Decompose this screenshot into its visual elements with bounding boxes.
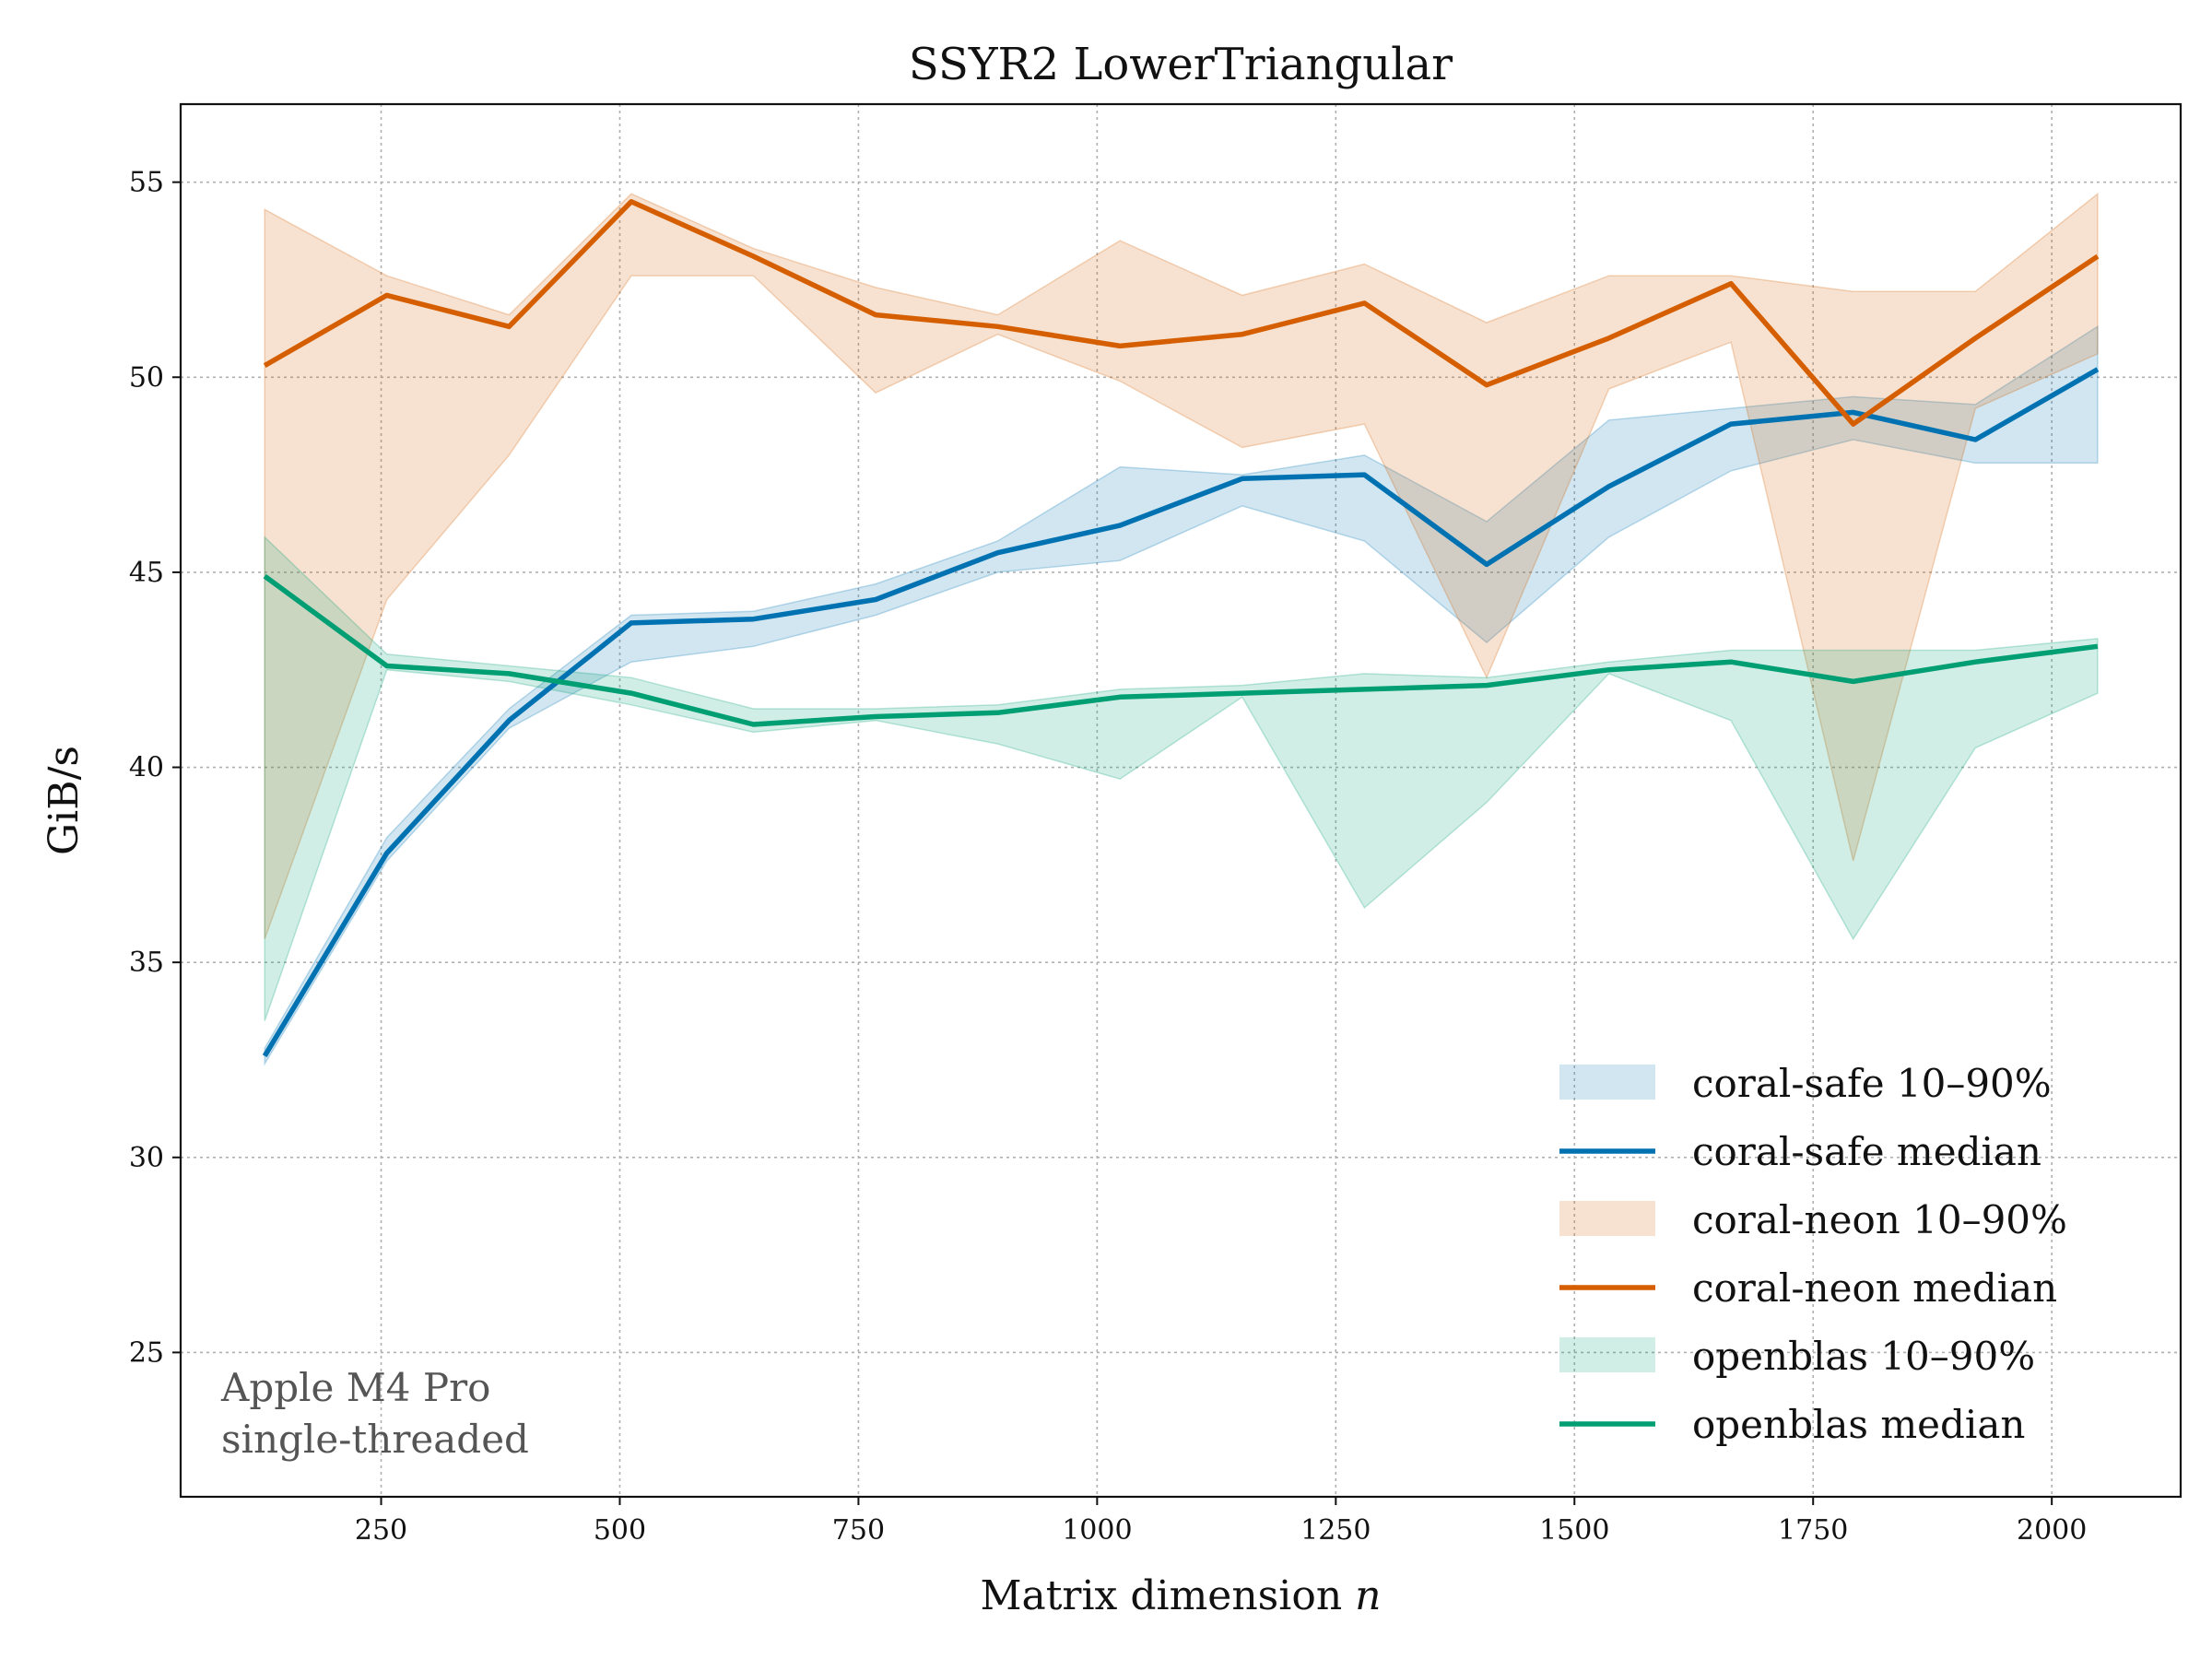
legend-line-label: coral-safe median bbox=[1692, 1129, 2041, 1174]
percentile-band bbox=[264, 535, 2099, 1021]
legend-band-label: openblas 10–90% bbox=[1692, 1334, 2035, 1379]
x-axis-label: Matrix dimension n bbox=[980, 1572, 1381, 1619]
annotation-line-1: Apple M4 Pro bbox=[220, 1365, 490, 1410]
legend-band-label: coral-neon 10–90% bbox=[1692, 1197, 2067, 1242]
x-tick-label: 750 bbox=[832, 1514, 885, 1547]
y-tick-label: 55 bbox=[129, 167, 164, 199]
x-tick-label: 1250 bbox=[1300, 1514, 1371, 1547]
bands bbox=[264, 192, 2099, 1066]
legend: coral-safe 10–90% coral-safe median coral-… bbox=[1559, 1061, 2067, 1447]
x-tick-label: 1000 bbox=[1062, 1514, 1132, 1547]
median-lines bbox=[262, 199, 2100, 1058]
x-tick-label: 1750 bbox=[1778, 1514, 1848, 1547]
y-tick-label: 50 bbox=[129, 361, 164, 394]
x-tick-label: 2000 bbox=[2017, 1514, 2087, 1547]
legend-band-label: coral-safe 10–90% bbox=[1692, 1061, 2052, 1106]
plot-frame bbox=[179, 102, 2183, 1499]
x-tick-label: 1500 bbox=[1539, 1514, 1609, 1547]
legend-band-swatch bbox=[1559, 1337, 1655, 1372]
percentile-band bbox=[264, 324, 2099, 1066]
median-line bbox=[262, 367, 2100, 1058]
y-tick-label: 40 bbox=[129, 752, 164, 784]
y-tick-label: 30 bbox=[129, 1142, 164, 1174]
percentile-band bbox=[264, 192, 2099, 940]
x-ticks: 250 500 750 1000 1250 1500 1750 2000 bbox=[355, 1497, 2087, 1547]
y-axis-label: GiB/s bbox=[41, 746, 88, 855]
legend-line-label: coral-neon median bbox=[1692, 1265, 2057, 1311]
median-line bbox=[263, 573, 2099, 727]
legend-band-swatch bbox=[1559, 1201, 1655, 1236]
x-tick-label: 250 bbox=[355, 1514, 407, 1547]
grid bbox=[181, 104, 2181, 1497]
y-tick-label: 25 bbox=[129, 1336, 164, 1369]
legend-line-label: openblas median bbox=[1692, 1402, 2025, 1447]
y-ticks: 25 30 35 40 45 50 55 bbox=[129, 167, 181, 1369]
y-tick-label: 45 bbox=[129, 557, 164, 589]
x-tick-label: 500 bbox=[594, 1514, 646, 1547]
y-tick-label: 35 bbox=[129, 947, 164, 979]
hardware-annotation: Apple M4 Pro single-threaded bbox=[220, 1365, 529, 1462]
legend-band-swatch bbox=[1559, 1065, 1655, 1100]
annotation-line-2: single-threaded bbox=[221, 1417, 529, 1462]
chart-title: SSYR2 LowerTriangular bbox=[909, 39, 1453, 90]
median-line bbox=[263, 199, 2100, 427]
